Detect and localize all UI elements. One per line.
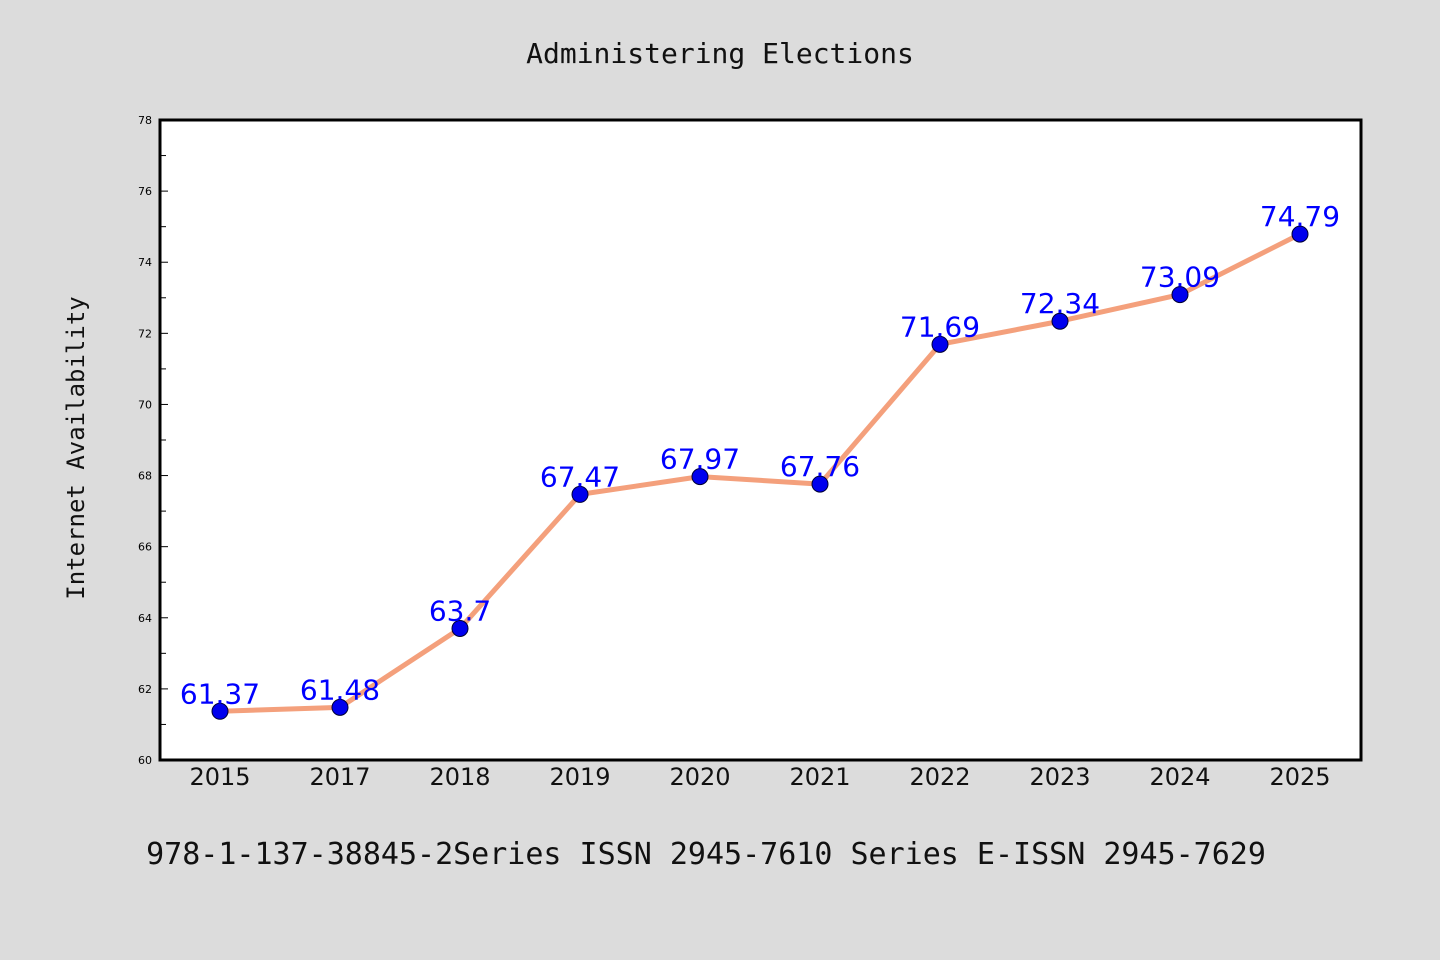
y-tick-label-78: 78 — [138, 114, 152, 127]
data-label-2023: 72.34 — [1020, 287, 1100, 320]
data-point-2025 — [1291, 225, 1309, 243]
series-line-0 — [217, 231, 1303, 714]
y-tick-label-64: 64 — [138, 612, 152, 625]
chart-title: Administering Elections — [526, 37, 914, 70]
x-tick-label-2018: 2018 — [429, 763, 490, 791]
x-tick-label-2015: 2015 — [189, 763, 250, 791]
x-tick-label-2021: 2021 — [789, 763, 850, 791]
y-tick-label-72: 72 — [138, 327, 152, 340]
plot-frame — [158, 118, 1363, 762]
data-point-2021 — [811, 475, 829, 493]
y-tick-label-68: 68 — [138, 470, 152, 483]
y-tick-label-62: 62 — [138, 683, 152, 696]
data-label-2022: 71.69 — [900, 310, 980, 343]
data-label-2019: 67.47 — [540, 460, 620, 493]
y-tick-label-74: 74 — [138, 256, 152, 269]
data-point-2023 — [1051, 312, 1069, 330]
data-label-2020: 67.97 — [660, 443, 740, 476]
plot-area — [160, 120, 1361, 760]
x-tick-label-2019: 2019 — [549, 763, 610, 791]
data-label-2024: 73.09 — [1140, 261, 1220, 294]
data-label-2025: 74.79 — [1260, 200, 1340, 233]
x-tick-label-2022: 2022 — [909, 763, 970, 791]
data-point-2017 — [331, 698, 349, 716]
data-point-2015 — [211, 702, 229, 720]
data-label-2017: 61.48 — [300, 673, 380, 706]
data-point-2019 — [571, 485, 589, 503]
data-point-2020 — [691, 468, 709, 486]
x-axis-ticks: 2015 2017 2018 2019 2020 2021 2022 2023 2024 2025 — [189, 763, 1330, 791]
footnote-text: 978-1-137-38845-2Series ISSN 2945-7610 S… — [146, 837, 1266, 872]
x-tick-label-2025: 2025 — [1269, 763, 1330, 791]
y-tick-label-60: 60 — [138, 754, 152, 767]
data-label-2015: 61.37 — [180, 677, 260, 710]
y-tick-label-76: 76 — [138, 185, 152, 198]
x-tick-label-2024: 2024 — [1149, 763, 1210, 791]
y-tick-label-70: 70 — [138, 398, 152, 411]
data-label-2021: 67.76 — [780, 450, 860, 483]
series-group: 61.37 61.48 63.7 67.47 67.97 67.76 71.69 72.34 7… — [180, 200, 1340, 720]
data-label-2018: 63.7 — [429, 594, 491, 627]
x-tick-label-2023: 2023 — [1029, 763, 1090, 791]
data-point-2018 — [451, 619, 469, 637]
data-point-2024 — [1171, 286, 1189, 304]
y-tick-label-66: 66 — [138, 541, 152, 554]
y-axis-ticks: 60 62 64 66 68 70 72 74 76 78 — [138, 114, 168, 767]
x-tick-label-2017: 2017 — [309, 763, 370, 791]
x-tick-label-2020: 2020 — [669, 763, 730, 791]
data-point-2022 — [931, 335, 949, 353]
y-axis-label: Internet Availability — [62, 296, 90, 599]
